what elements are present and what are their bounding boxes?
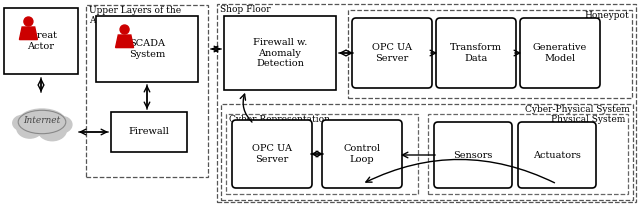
Bar xyxy=(96,16,198,82)
Text: Internet: Internet xyxy=(24,116,61,124)
Polygon shape xyxy=(116,35,134,48)
Text: Firewall: Firewall xyxy=(129,128,170,137)
Circle shape xyxy=(120,25,129,34)
Bar xyxy=(86,5,208,177)
Bar xyxy=(217,4,636,202)
Ellipse shape xyxy=(13,115,33,131)
Text: Honeypot: Honeypot xyxy=(584,11,629,20)
Text: Shop Floor: Shop Floor xyxy=(220,5,271,14)
Text: Upper Layers of the
Automation Pyramid: Upper Layers of the Automation Pyramid xyxy=(89,6,184,25)
Text: Actuators: Actuators xyxy=(533,151,581,159)
FancyBboxPatch shape xyxy=(352,18,432,88)
FancyBboxPatch shape xyxy=(518,122,596,188)
Bar xyxy=(428,114,628,194)
Ellipse shape xyxy=(50,116,72,133)
Text: Cyber-Physical System: Cyber-Physical System xyxy=(525,105,630,114)
Ellipse shape xyxy=(17,118,43,138)
Text: Threat
Actor: Threat Actor xyxy=(24,31,58,51)
Text: Generative
Model: Generative Model xyxy=(533,43,587,63)
Text: Firewall w.
Anomaly
Detection: Firewall w. Anomaly Detection xyxy=(253,38,307,68)
Text: Control
Loop: Control Loop xyxy=(344,144,381,164)
Text: Sensors: Sensors xyxy=(453,151,493,159)
Ellipse shape xyxy=(18,109,66,135)
Bar xyxy=(221,104,633,200)
FancyBboxPatch shape xyxy=(322,120,402,188)
Bar xyxy=(224,16,336,90)
FancyBboxPatch shape xyxy=(434,122,512,188)
Text: OPC UA
Server: OPC UA Server xyxy=(252,144,292,164)
Ellipse shape xyxy=(38,119,67,141)
Text: SCADA
System: SCADA System xyxy=(129,39,165,59)
FancyBboxPatch shape xyxy=(232,120,312,188)
Circle shape xyxy=(24,17,33,26)
Text: Transform
Data: Transform Data xyxy=(450,43,502,63)
Text: Cyber Representation: Cyber Representation xyxy=(229,115,330,124)
FancyBboxPatch shape xyxy=(520,18,600,88)
Bar xyxy=(348,10,632,98)
Text: Physical System: Physical System xyxy=(550,115,625,124)
Bar xyxy=(4,8,78,74)
Bar xyxy=(226,114,418,194)
Text: OPC UA
Server: OPC UA Server xyxy=(372,43,412,63)
Bar xyxy=(111,112,187,152)
Polygon shape xyxy=(19,27,37,40)
FancyBboxPatch shape xyxy=(436,18,516,88)
